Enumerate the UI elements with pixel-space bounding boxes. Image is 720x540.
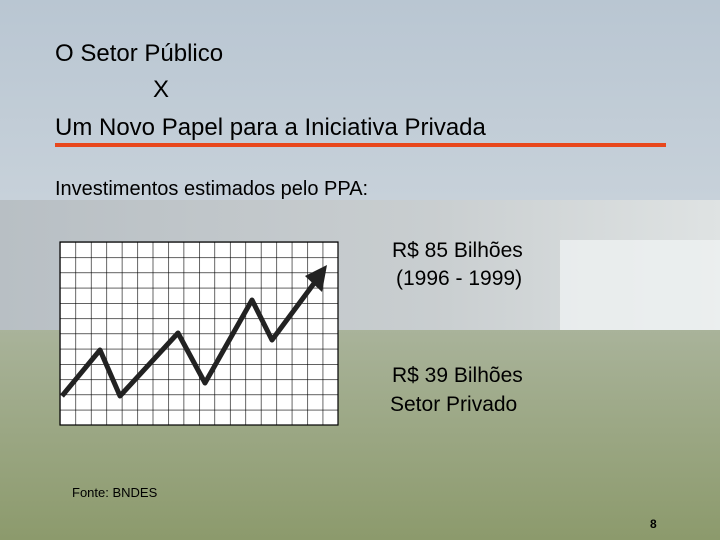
water-foam <box>560 240 720 340</box>
clipart-chart <box>59 241 339 426</box>
title-line: O Setor Público <box>55 40 223 67</box>
note-line: (1996 - 1999) <box>396 267 522 290</box>
arrow-head <box>305 265 327 292</box>
note-line: R$ 39 Bilhões <box>392 364 523 387</box>
page-number: 8 <box>650 517 657 531</box>
grid <box>59 241 339 426</box>
subtitle: Investimentos estimados pelo PPA: <box>55 178 368 200</box>
title-line: X <box>153 76 169 103</box>
source: Fonte: BNDES <box>72 485 158 500</box>
note-line: Setor Privado <box>390 393 517 416</box>
trend-line <box>60 276 321 399</box>
title-line: Um Novo Papel para a Iniciativa Privada <box>55 114 487 141</box>
note-line: R$ 85 Bilhões <box>392 239 523 262</box>
title-underline <box>55 143 666 147</box>
